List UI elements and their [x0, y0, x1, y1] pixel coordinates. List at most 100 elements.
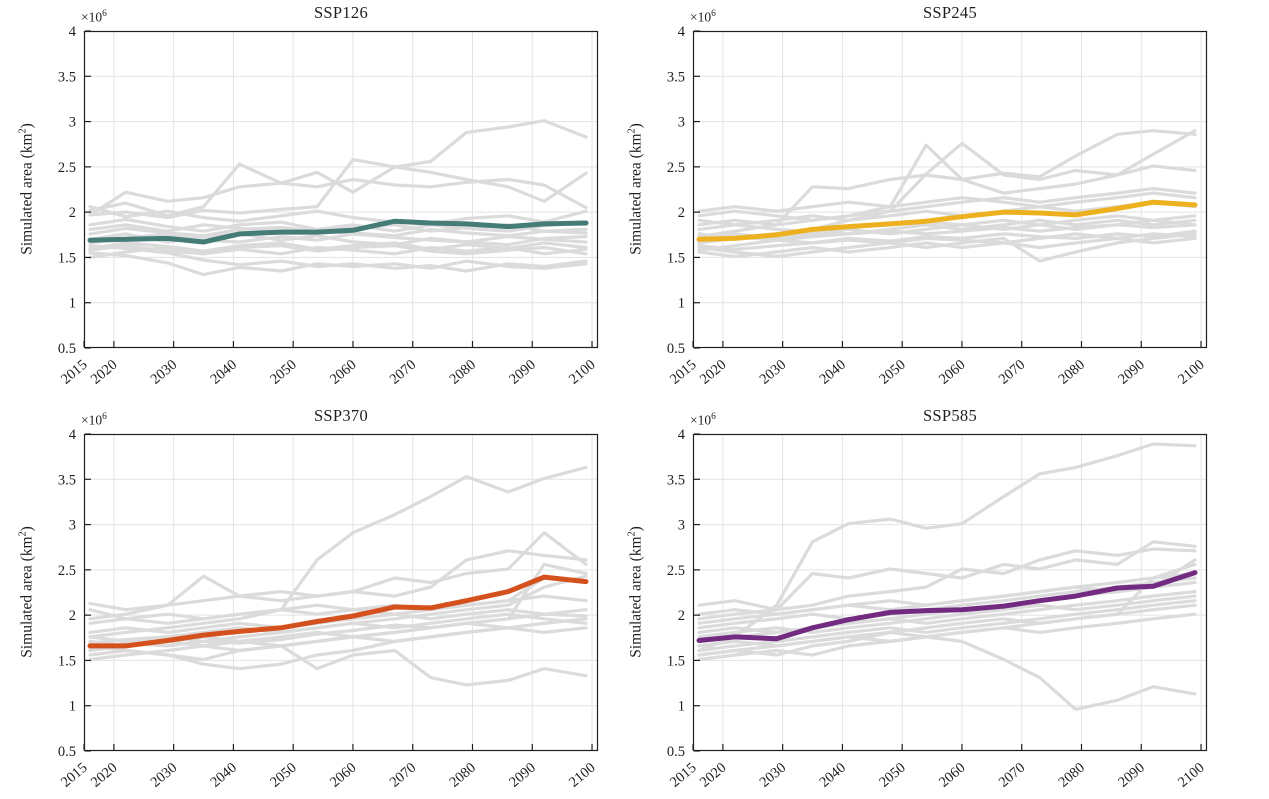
x-tick-label: 2020	[88, 357, 120, 388]
x-tick-label: 2040	[207, 357, 239, 388]
x-tick-label: 2080	[447, 357, 479, 388]
x-tick-label: 2040	[816, 760, 848, 791]
y-axis-exponent: ×106	[690, 412, 716, 428]
y-axis-label: Simulated area (km2)	[626, 123, 645, 255]
x-tick-label: 2015	[667, 357, 699, 388]
panel-title-ssp245: SSP245	[922, 3, 978, 22]
x-tick-label: 2080	[447, 760, 479, 791]
y-tick-label: 4	[69, 24, 77, 40]
y-axis-label: Simulated area (km2)	[17, 526, 36, 658]
y-tick-label: 2	[69, 205, 76, 221]
x-tick-label: 2040	[207, 760, 239, 791]
y-axis-label: Simulated area (km2)	[17, 123, 36, 255]
ensemble-member-line	[697, 594, 1197, 639]
x-tick-label: 2100	[566, 760, 598, 791]
y-tick-label: 0.5	[58, 341, 76, 357]
x-tick-label: 2050	[876, 760, 908, 791]
y-tick-label: 4	[678, 24, 686, 40]
mean-line-ssp370	[87, 574, 589, 649]
x-tick-label: 2060	[327, 760, 359, 791]
x-tick-label: 2020	[88, 760, 120, 791]
x-tick-label: 2050	[876, 357, 908, 388]
ensemble-member-line	[88, 465, 588, 639]
y-tick-label: 3	[69, 518, 76, 534]
ensemble-member-line	[697, 540, 1197, 621]
ensemble-member-line	[697, 187, 1197, 222]
ensemble-member-line	[697, 547, 1197, 612]
mean-line-ssp126	[87, 218, 589, 245]
y-tick-label: 0.5	[667, 744, 685, 760]
x-tick-label: 2015	[667, 760, 699, 791]
x-tick-label: 2060	[936, 760, 968, 791]
y-tick-label: 3.5	[667, 472, 685, 488]
y-axis-label: Simulated area (km2)	[626, 526, 645, 658]
x-tick-label: 2020	[697, 760, 729, 791]
ensemble-member-line	[697, 214, 1197, 234]
y-tick-label: 1	[678, 296, 685, 312]
y-tick-label: 4	[678, 427, 686, 443]
ensemble-member-line	[697, 612, 1197, 657]
x-tick-label: 2030	[148, 760, 180, 791]
y-tick-label: 1	[69, 296, 76, 312]
x-tick-label: 2070	[387, 357, 419, 388]
ensemble-member-line	[88, 205, 588, 226]
y-axis-exponent: ×106	[81, 9, 107, 25]
ensemble-member-line	[88, 162, 588, 218]
ensemble-member-line	[697, 590, 1197, 634]
mean-line-ssp585	[696, 570, 1198, 643]
x-tick-label: 2040	[816, 357, 848, 388]
y-axis-exponent: ×106	[690, 9, 716, 25]
x-tick-label: 2020	[697, 357, 729, 388]
ensemble-member-line	[88, 626, 588, 662]
x-tick-label: 2080	[1056, 357, 1089, 388]
ensemble-member-line	[697, 223, 1197, 242]
y-tick-label: 3.5	[667, 69, 685, 85]
axes-box	[83, 30, 599, 349]
x-tick-label: 2090	[506, 357, 538, 388]
y-tick-label: 3	[678, 115, 685, 131]
ensemble-member-line	[88, 232, 588, 247]
y-tick-label: 3.5	[58, 69, 76, 85]
ensemble-member-line	[697, 599, 1197, 653]
y-tick-label: 0.5	[58, 744, 76, 760]
y-tick-label: 1.5	[58, 653, 76, 669]
y-tick-label: 4	[69, 427, 77, 443]
x-tick-label: 2090	[1115, 357, 1147, 388]
x-tick-label: 2050	[267, 760, 299, 791]
ensemble-member-line	[88, 612, 588, 643]
ensemble-member-line	[88, 119, 588, 220]
y-tick-label: 3	[678, 518, 685, 534]
ensemble-member-line	[697, 143, 1197, 227]
ensemble-member-line	[88, 612, 588, 651]
x-tick-label: 2070	[996, 357, 1028, 388]
y-tick-label: 2.5	[667, 563, 685, 579]
y-tick-label: 1.5	[667, 250, 685, 266]
y-tick-label: 2.5	[58, 563, 76, 579]
panel-title-ssp370: SSP370	[313, 406, 369, 425]
ensemble-member-line	[88, 244, 588, 256]
y-tick-label: 2	[678, 205, 685, 221]
ensemble-member-line	[697, 232, 1197, 263]
axes-box	[83, 433, 599, 752]
ensemble-member-line	[88, 531, 588, 621]
x-tick-label: 2070	[387, 760, 419, 791]
axes-box	[692, 433, 1208, 752]
mean-line-ssp245	[696, 199, 1198, 242]
y-tick-label: 2	[678, 608, 685, 624]
x-tick-label: 2100	[566, 357, 598, 388]
panel-ssp585: SSP585 ×106 Simulated area (km2) 0.5 1 1.5…	[626, 406, 1208, 791]
x-tick-label: 2090	[1115, 760, 1147, 791]
ensemble-member-line	[88, 217, 588, 233]
y-tick-label: 0.5	[667, 341, 685, 357]
y-tick-label: 1.5	[667, 653, 685, 669]
x-tick-label: 2080	[1056, 760, 1089, 791]
ensemble-member-line	[697, 442, 1197, 653]
y-tick-label: 2.5	[58, 160, 76, 176]
ensemble-member-line	[88, 594, 588, 625]
y-tick-label: 3	[69, 115, 76, 131]
y-tick-label: 2.5	[667, 160, 685, 176]
